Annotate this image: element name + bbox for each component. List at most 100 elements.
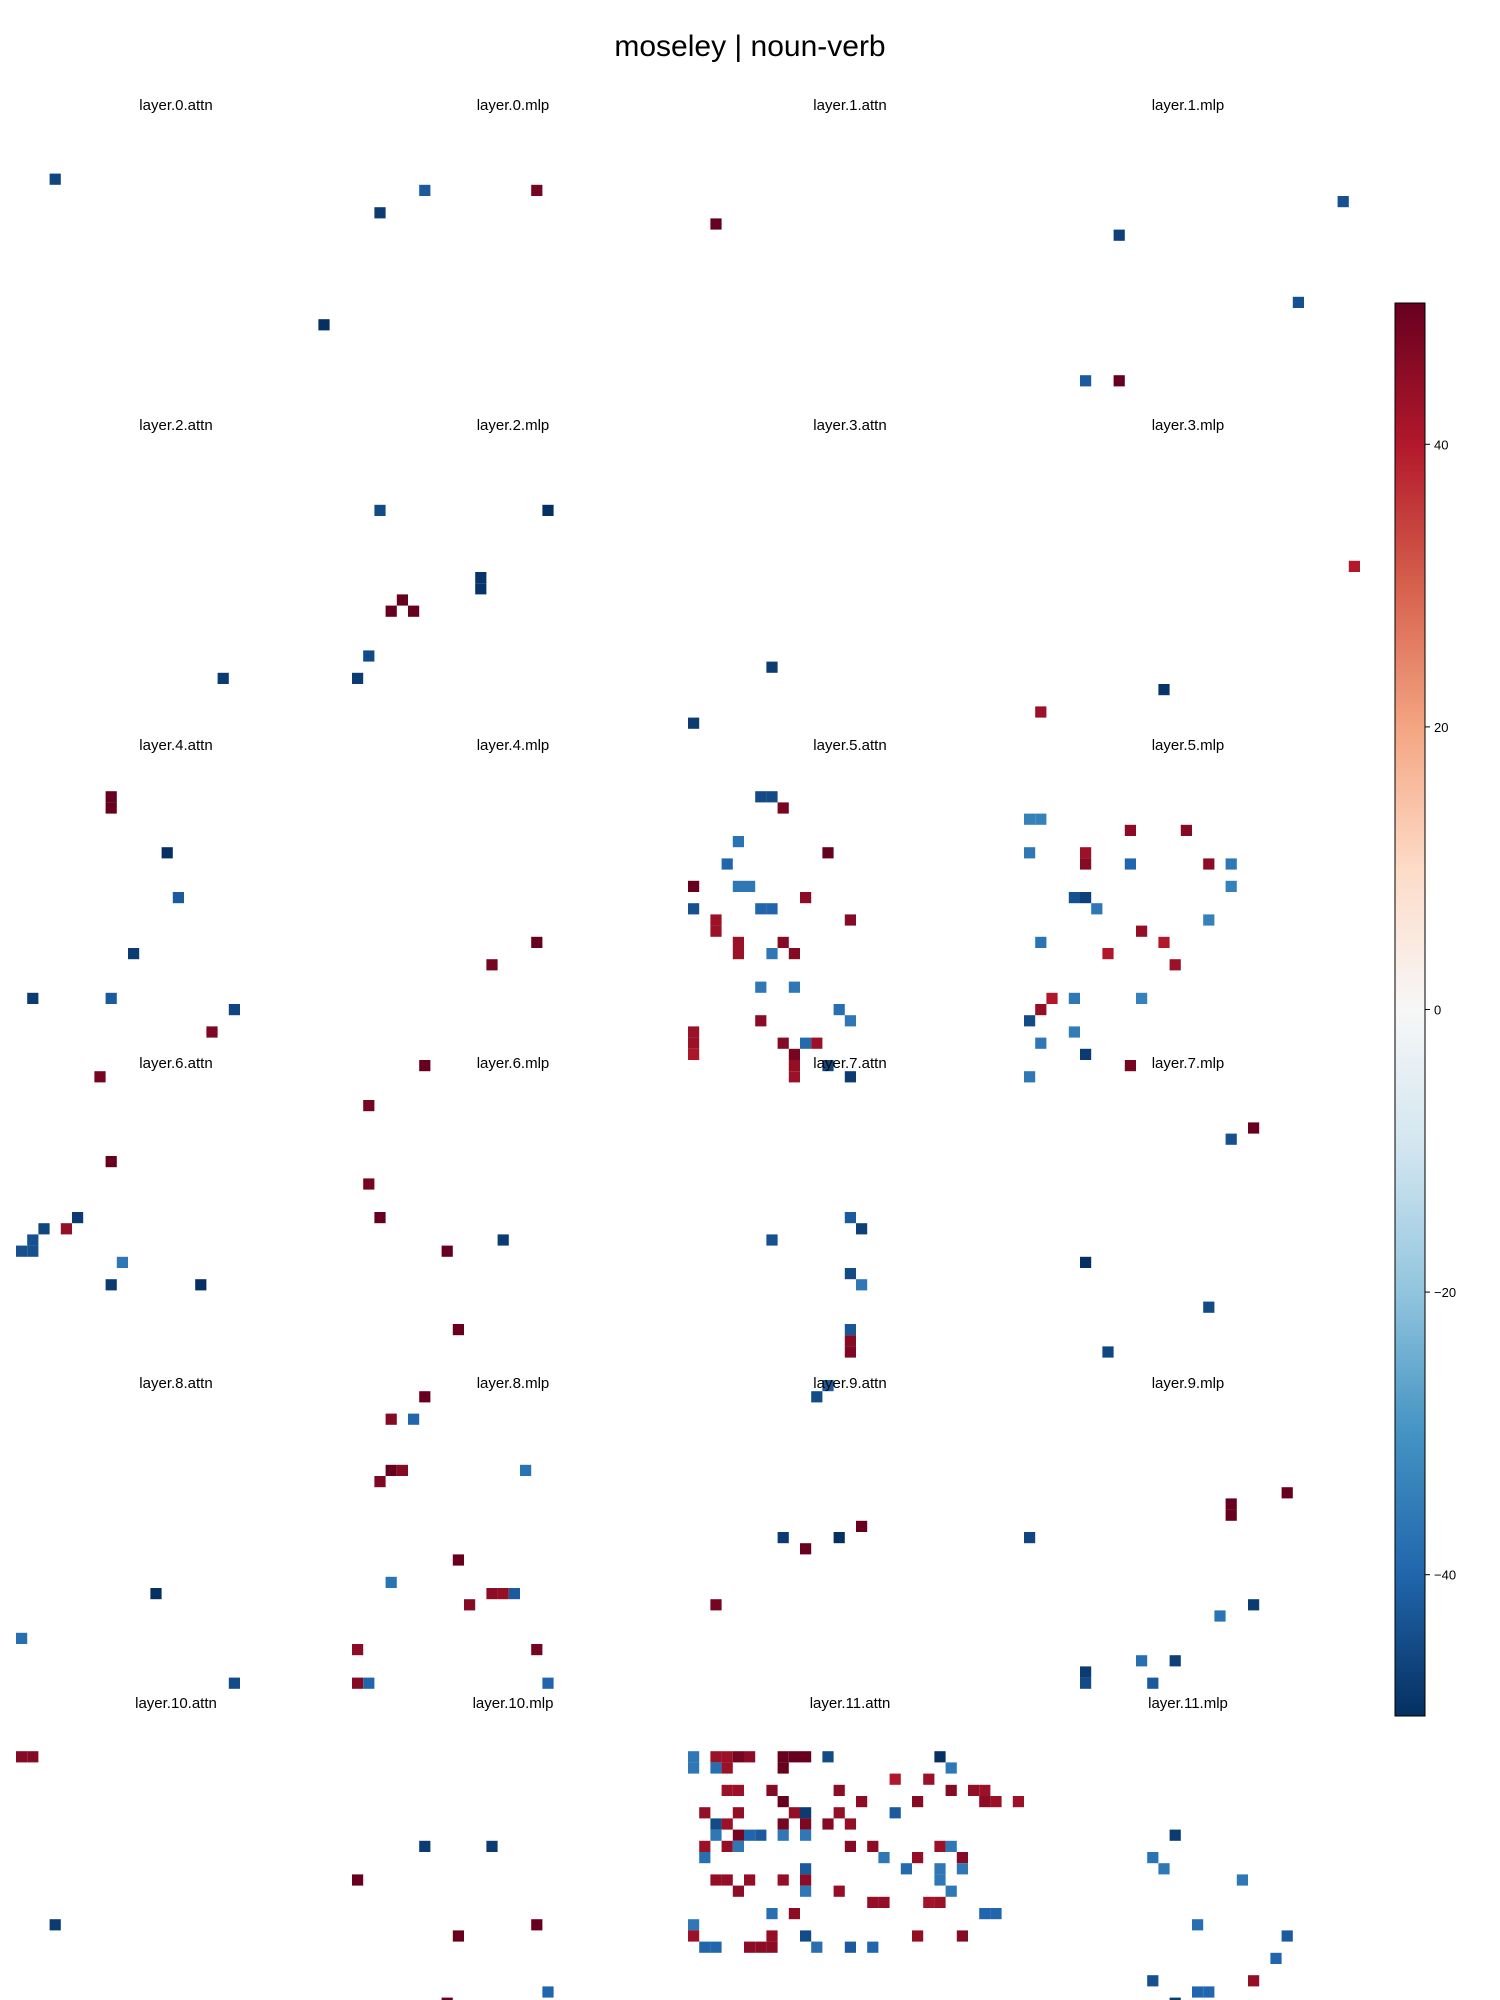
heatmap-panel: layer.11.attn [688, 1695, 1024, 1953]
heatmap-cell [419, 184, 431, 196]
heatmap-cell [811, 1941, 823, 1953]
heatmap-cell [1035, 706, 1047, 718]
heatmap-cell [811, 1037, 823, 1049]
heatmap-cell [688, 1037, 700, 1049]
heatmap-cell [27, 1751, 39, 1763]
heatmap-cell [1158, 1863, 1170, 1875]
heatmap-cell [385, 1413, 397, 1425]
heatmap-cell [1169, 1997, 1181, 2000]
heatmap-cell [1169, 959, 1181, 971]
heatmap-cell [1136, 1655, 1148, 1667]
heatmap-cell [1113, 229, 1125, 241]
heatmap-cell [105, 992, 117, 1004]
heatmap-cell [822, 1060, 834, 1072]
heatmap-cell [1024, 1071, 1036, 1083]
heatmap-cell [822, 1818, 834, 1830]
heatmap-cell [363, 1677, 375, 1689]
heatmap-cell [856, 1279, 868, 1291]
heatmap-cell [755, 981, 767, 993]
heatmap-cell [710, 1874, 722, 1886]
heatmap-cell [1102, 948, 1114, 960]
heatmap-cell [1024, 813, 1036, 825]
heatmap-cell [822, 1380, 834, 1392]
heatmap-cell [1147, 1677, 1159, 1689]
heatmap-cell [1113, 375, 1125, 387]
heatmap-cell [520, 1464, 532, 1476]
heatmap-cell [688, 1751, 700, 1763]
heatmap-cell [755, 791, 767, 803]
panel-title: layer.0.mlp [477, 97, 550, 114]
heatmap-cell [486, 959, 498, 971]
heatmap-panel: layer.8.mlp [352, 1375, 554, 1689]
heatmap-cell [1124, 1060, 1136, 1072]
heatmap-cell [1080, 1048, 1092, 1060]
heatmap-cell [1035, 1037, 1047, 1049]
heatmap-cell [777, 1796, 789, 1808]
heatmap-cell [856, 1796, 868, 1808]
heatmap-cell [744, 880, 756, 892]
heatmap-cell [822, 847, 834, 859]
heatmap-cell [766, 1908, 778, 1920]
heatmap-cell [128, 948, 140, 960]
heatmap-cell [1136, 992, 1148, 1004]
heatmap-cell [912, 1796, 924, 1808]
heatmap-cell [396, 1464, 408, 1476]
heatmap-cell [688, 1930, 700, 1942]
heatmap-cell [16, 1632, 28, 1644]
heatmap-cell [475, 572, 487, 584]
heatmap-cell [1024, 1532, 1036, 1544]
heatmap-cell [1225, 1133, 1237, 1145]
heatmap-cell [1203, 858, 1215, 870]
heatmap-cell [1337, 196, 1349, 208]
heatmap-cell [49, 173, 61, 185]
heatmap-panel: layer.9.mlp [1024, 1375, 1293, 1689]
colorbar-tick-label: 0 [1434, 1003, 1441, 1018]
heatmap-cell [721, 1874, 733, 1886]
panel-title: layer.5.mlp [1152, 737, 1225, 754]
heatmap-cell [710, 1941, 722, 1953]
heatmap-cell [833, 1807, 845, 1819]
heatmap-cell [1080, 847, 1092, 859]
heatmap-panel: layer.6.attn [16, 1055, 213, 1291]
heatmap-cell [531, 184, 543, 196]
heatmap-cell [732, 1829, 744, 1841]
heatmap-cell [934, 1751, 946, 1763]
heatmap-cell [800, 1807, 812, 1819]
heatmap-cell [195, 1279, 207, 1291]
heatmap-cell [990, 1908, 1002, 1920]
heatmap-cell [1068, 992, 1080, 1004]
heatmap-cell [1248, 1122, 1260, 1134]
panel-title: layer.1.attn [813, 97, 886, 114]
heatmap-cell [777, 1037, 789, 1049]
heatmap-cell [1158, 684, 1170, 696]
heatmap-cell [956, 1863, 968, 1875]
heatmap-cell [1203, 914, 1215, 926]
heatmap-cell [1080, 858, 1092, 870]
heatmap-cell [766, 948, 778, 960]
heatmap-cell [1024, 847, 1036, 859]
panel-title: layer.3.attn [813, 417, 886, 434]
colorbar-tick-label: −20 [1434, 1285, 1456, 1300]
figure-title: moseley | noun-verb [614, 30, 886, 63]
heatmap-cell [688, 717, 700, 729]
heatmap-cell [1124, 858, 1136, 870]
heatmap-cell [1214, 1610, 1226, 1622]
heatmap-cell [1035, 813, 1047, 825]
heatmap-cell [732, 948, 744, 960]
heatmap-cell [934, 1874, 946, 1886]
heatmap-cell [385, 1576, 397, 1588]
heatmap-cell [172, 892, 184, 904]
heatmap-cell [923, 1896, 935, 1908]
heatmap-cell [542, 1677, 554, 1689]
panel-title: layer.6.attn [139, 1055, 212, 1072]
heatmap-cell [1080, 375, 1092, 387]
heatmap-cell [1102, 1346, 1114, 1358]
heatmap-cell [1248, 1975, 1260, 1987]
heatmap-cell [27, 992, 39, 1004]
panel-title: layer.8.attn [139, 1375, 212, 1392]
panel-title: layer.10.attn [135, 1695, 217, 1712]
heatmap-cell [900, 1863, 912, 1875]
heatmap-cell [385, 605, 397, 617]
panel-title: layer.4.mlp [477, 737, 550, 754]
